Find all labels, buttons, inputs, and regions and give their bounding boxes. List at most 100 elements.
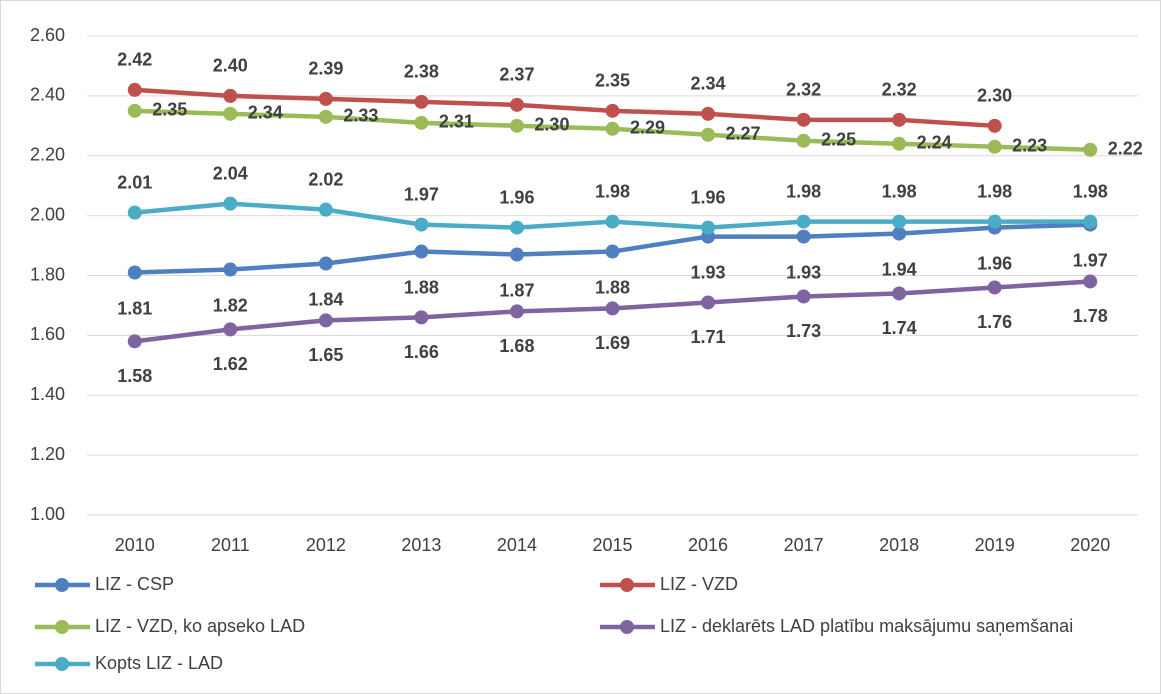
- data-label: 2.02: [308, 169, 343, 189]
- x-tick-label: 2017: [784, 535, 824, 555]
- x-tick-label: 2015: [592, 535, 632, 555]
- legend-label: LIZ - VZD, ko apseko LAD: [95, 616, 305, 636]
- data-point: [318, 202, 333, 217]
- data-label: 1.96: [977, 253, 1012, 273]
- y-tick-label: 2.60: [30, 25, 65, 45]
- data-label: 1.94: [882, 259, 917, 279]
- data-label: 1.66: [404, 342, 439, 362]
- y-tick-label: 1.00: [30, 504, 65, 524]
- data-label: 1.97: [1073, 250, 1108, 270]
- data-label: 1.98: [786, 181, 821, 201]
- data-point: [892, 226, 907, 241]
- data-label: 2.35: [595, 71, 630, 91]
- legend-label: LIZ - deklarēts LAD platību maksājumu sa…: [660, 616, 1073, 636]
- data-point: [1083, 142, 1098, 157]
- x-tick-label: 2019: [975, 535, 1015, 555]
- data-label: 2.30: [534, 115, 569, 135]
- data-point: [509, 97, 524, 112]
- y-tick-label: 1.20: [30, 444, 65, 464]
- data-label: 2.24: [917, 133, 952, 153]
- data-point: [127, 82, 142, 97]
- data-label: 1.93: [786, 262, 821, 282]
- data-label: 1.76: [977, 312, 1012, 332]
- y-tick-label: 2.00: [30, 204, 65, 224]
- data-point: [892, 214, 907, 229]
- legend-label: LIZ - VZD: [660, 574, 738, 594]
- data-point: [509, 118, 524, 133]
- y-tick-label: 1.80: [30, 264, 65, 284]
- data-label: 1.96: [499, 187, 534, 207]
- legend-marker: [55, 657, 69, 671]
- data-point: [509, 220, 524, 235]
- legend-label: Kopts LIZ - LAD: [95, 653, 223, 673]
- data-point: [223, 196, 238, 211]
- x-tick-label: 2020: [1070, 535, 1110, 555]
- data-label: 1.68: [499, 336, 534, 356]
- data-label: 2.42: [117, 50, 152, 70]
- data-label: 1.84: [308, 289, 343, 309]
- data-label: 1.98: [595, 181, 630, 201]
- data-label: 1.88: [404, 277, 439, 297]
- x-tick-label: 2014: [497, 535, 537, 555]
- data-point: [127, 205, 142, 220]
- data-point: [414, 115, 429, 130]
- data-label: 1.81: [117, 298, 152, 318]
- data-label: 2.33: [343, 106, 378, 126]
- legend-marker: [55, 620, 69, 634]
- data-label: 1.96: [691, 187, 726, 207]
- data-point: [605, 121, 620, 136]
- data-label: 1.62: [213, 354, 248, 374]
- data-point: [318, 91, 333, 106]
- x-tick-label: 2016: [688, 535, 728, 555]
- data-point: [1083, 214, 1098, 229]
- data-point: [223, 262, 238, 277]
- data-label: 2.04: [213, 163, 248, 183]
- x-tick-label: 2013: [401, 535, 441, 555]
- data-point: [223, 88, 238, 103]
- data-point: [605, 244, 620, 259]
- data-point: [701, 127, 716, 142]
- data-point: [796, 214, 811, 229]
- data-label: 1.69: [595, 333, 630, 353]
- data-point: [796, 229, 811, 244]
- data-point: [796, 133, 811, 148]
- data-point: [605, 103, 620, 118]
- data-point: [987, 280, 1002, 295]
- data-label: 2.39: [308, 59, 343, 79]
- data-label: 1.74: [882, 318, 917, 338]
- data-point: [605, 301, 620, 316]
- data-point: [414, 244, 429, 259]
- data-label: 1.98: [1073, 181, 1108, 201]
- data-label: 1.87: [499, 280, 534, 300]
- data-label: 1.88: [595, 277, 630, 297]
- y-tick-label: 2.40: [30, 85, 65, 105]
- data-point: [414, 94, 429, 109]
- data-point: [892, 136, 907, 151]
- data-label: 2.40: [213, 56, 248, 76]
- data-point: [318, 109, 333, 124]
- data-label: 1.58: [117, 366, 152, 386]
- data-point: [701, 295, 716, 310]
- data-label: 1.71: [691, 327, 726, 347]
- data-label: 2.32: [786, 80, 821, 100]
- data-label: 2.31: [439, 112, 474, 132]
- data-point: [987, 139, 1002, 154]
- x-tick-label: 2011: [211, 535, 250, 555]
- data-point: [892, 112, 907, 127]
- data-label: 2.30: [977, 86, 1012, 106]
- x-tick-label: 2010: [115, 535, 155, 555]
- legend-marker: [55, 578, 69, 592]
- data-label: 1.97: [404, 184, 439, 204]
- data-label: 1.82: [213, 295, 248, 315]
- data-point: [987, 214, 1002, 229]
- data-point: [223, 322, 238, 337]
- data-point: [701, 106, 716, 121]
- x-tick-label: 2012: [306, 535, 346, 555]
- data-label: 2.01: [117, 172, 152, 192]
- data-label: 2.37: [499, 65, 534, 85]
- data-point: [605, 214, 620, 229]
- data-label: 1.98: [977, 181, 1012, 201]
- data-point: [796, 112, 811, 127]
